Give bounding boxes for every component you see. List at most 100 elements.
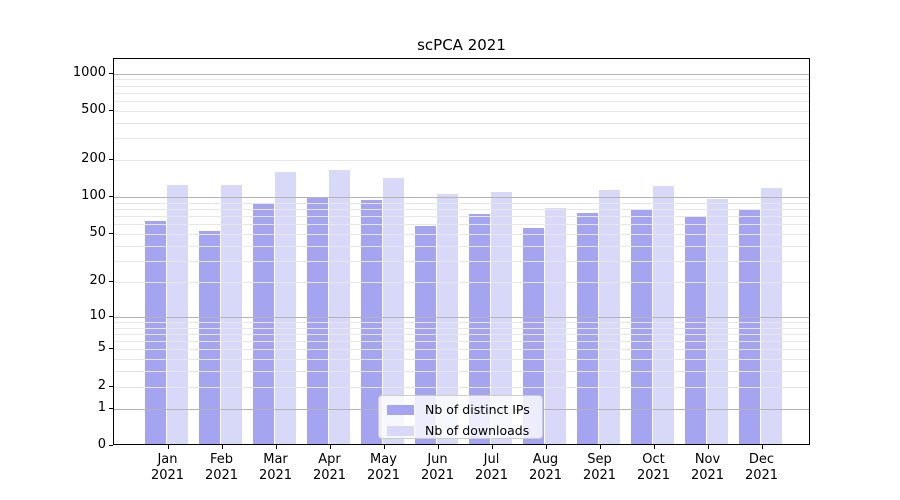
y-tick-label: 2: [97, 378, 106, 393]
y-tick-mark: [109, 233, 113, 234]
x-tick-year: 2021: [474, 468, 509, 483]
bar-downloads: [382, 178, 404, 444]
x-tick-label: Aug 2021: [516, 452, 576, 484]
bar-downloads: [220, 184, 242, 444]
legend-label: Nb of distinct IPs: [425, 402, 530, 417]
bar-distinct-ips: [576, 212, 598, 444]
x-tick-year: 2021: [690, 468, 725, 483]
bar-downloads: [274, 172, 296, 444]
y-tick-mark: [109, 196, 113, 197]
x-tick-label: May 2021: [354, 452, 414, 484]
x-tick-month: Apr: [318, 452, 341, 467]
bar-downloads: [598, 190, 620, 444]
bar-distinct-ips: [414, 226, 436, 444]
chart-title: scPCA 2021: [417, 36, 506, 54]
x-tick-month: Sep: [587, 452, 612, 467]
bar-distinct-ips: [630, 209, 652, 444]
x-tick-mark: [276, 445, 277, 449]
y-tick-label: 1: [97, 400, 106, 415]
x-tick-month: Aug: [532, 452, 559, 467]
bar-downloads: [652, 185, 674, 444]
x-tick-label: Dec 2021: [732, 452, 792, 484]
y-tick-mark: [109, 110, 113, 111]
x-tick-mark: [384, 445, 385, 449]
x-tick-label: Mar 2021: [246, 452, 306, 484]
bar-downloads: [490, 192, 512, 444]
x-tick-year: 2021: [312, 468, 347, 483]
y-tick-label: 20: [89, 273, 106, 288]
x-tick-month: Oct: [642, 452, 665, 467]
y-tick-label: 10: [89, 308, 106, 323]
y-tick-mark: [109, 281, 113, 282]
x-tick-mark: [330, 445, 331, 449]
bar-downloads: [166, 184, 188, 444]
x-tick-mark: [762, 445, 763, 449]
x-tick-month: Mar: [263, 452, 288, 467]
x-tick-mark: [546, 445, 547, 449]
x-tick-label: Jan 2021: [138, 452, 198, 484]
x-tick-month: Jun: [427, 452, 448, 467]
bar-downloads: [760, 188, 782, 444]
x-tick-year: 2021: [366, 468, 401, 483]
bar-distinct-ips: [468, 214, 490, 444]
x-tick-year: 2021: [636, 468, 671, 483]
legend-label: Nb of downloads: [425, 423, 530, 438]
plot-area: Nb of distinct IPs Nb of downloads: [113, 58, 810, 445]
bar-distinct-ips: [252, 203, 274, 444]
y-tick-label: 1000: [72, 65, 106, 80]
y-tick-mark: [109, 159, 113, 160]
bar-downloads: [544, 207, 566, 444]
x-tick-year: 2021: [528, 468, 563, 483]
legend-swatch-distinct-ips: [387, 404, 414, 415]
legend-swatch-downloads: [387, 425, 414, 436]
x-tick-mark: [492, 445, 493, 449]
x-tick-month: May: [370, 452, 397, 467]
x-tick-label: Feb 2021: [192, 452, 252, 484]
x-tick-month: Jul: [483, 452, 500, 467]
x-tick-mark: [438, 445, 439, 449]
bar-distinct-ips: [684, 215, 706, 444]
y-tick-label: 500: [81, 102, 106, 117]
y-tick-mark: [109, 316, 113, 317]
legend-item-distinct-ips: Nb of distinct IPs: [387, 401, 533, 418]
bar-distinct-ips: [306, 197, 328, 444]
x-tick-label: Oct 2021: [624, 452, 684, 484]
x-tick-month: Nov: [694, 452, 721, 467]
y-tick-mark: [109, 408, 113, 409]
bar-distinct-ips: [144, 220, 166, 444]
x-tick-label: Sep 2021: [570, 452, 630, 484]
x-tick-mark: [168, 445, 169, 449]
x-tick-month: Dec: [748, 452, 775, 467]
legend: Nb of distinct IPs Nb of downloads: [378, 395, 543, 439]
x-tick-label: Jul 2021: [462, 452, 522, 484]
x-tick-year: 2021: [744, 468, 779, 483]
bar-downloads: [328, 169, 350, 444]
bars-layer: [114, 59, 809, 444]
y-tick-mark: [109, 73, 113, 74]
y-tick-label: 50: [89, 225, 106, 240]
x-tick-mark: [222, 445, 223, 449]
y-tick-label: 5: [97, 340, 106, 355]
y-tick-label: 0: [97, 437, 106, 452]
x-tick-year: 2021: [420, 468, 455, 483]
y-tick-mark: [109, 445, 113, 446]
y-tick-label: 100: [81, 188, 106, 203]
x-tick-year: 2021: [258, 468, 293, 483]
y-tick-mark: [109, 348, 113, 349]
x-tick-month: Feb: [209, 452, 234, 467]
y-tick-label: 200: [81, 151, 106, 166]
y-tick-mark: [109, 386, 113, 387]
bar-distinct-ips: [738, 209, 760, 444]
bar-distinct-ips: [198, 231, 220, 444]
x-tick-year: 2021: [204, 468, 239, 483]
x-tick-month: Jan: [157, 452, 178, 467]
bar-downloads: [706, 199, 728, 444]
x-tick-label: Jun 2021: [408, 452, 468, 484]
x-tick-mark: [708, 445, 709, 449]
bar-downloads: [436, 194, 458, 444]
x-tick-year: 2021: [150, 468, 185, 483]
legend-item-downloads: Nb of downloads: [387, 422, 533, 439]
x-tick-label: Nov 2021: [678, 452, 738, 484]
x-tick-year: 2021: [582, 468, 617, 483]
